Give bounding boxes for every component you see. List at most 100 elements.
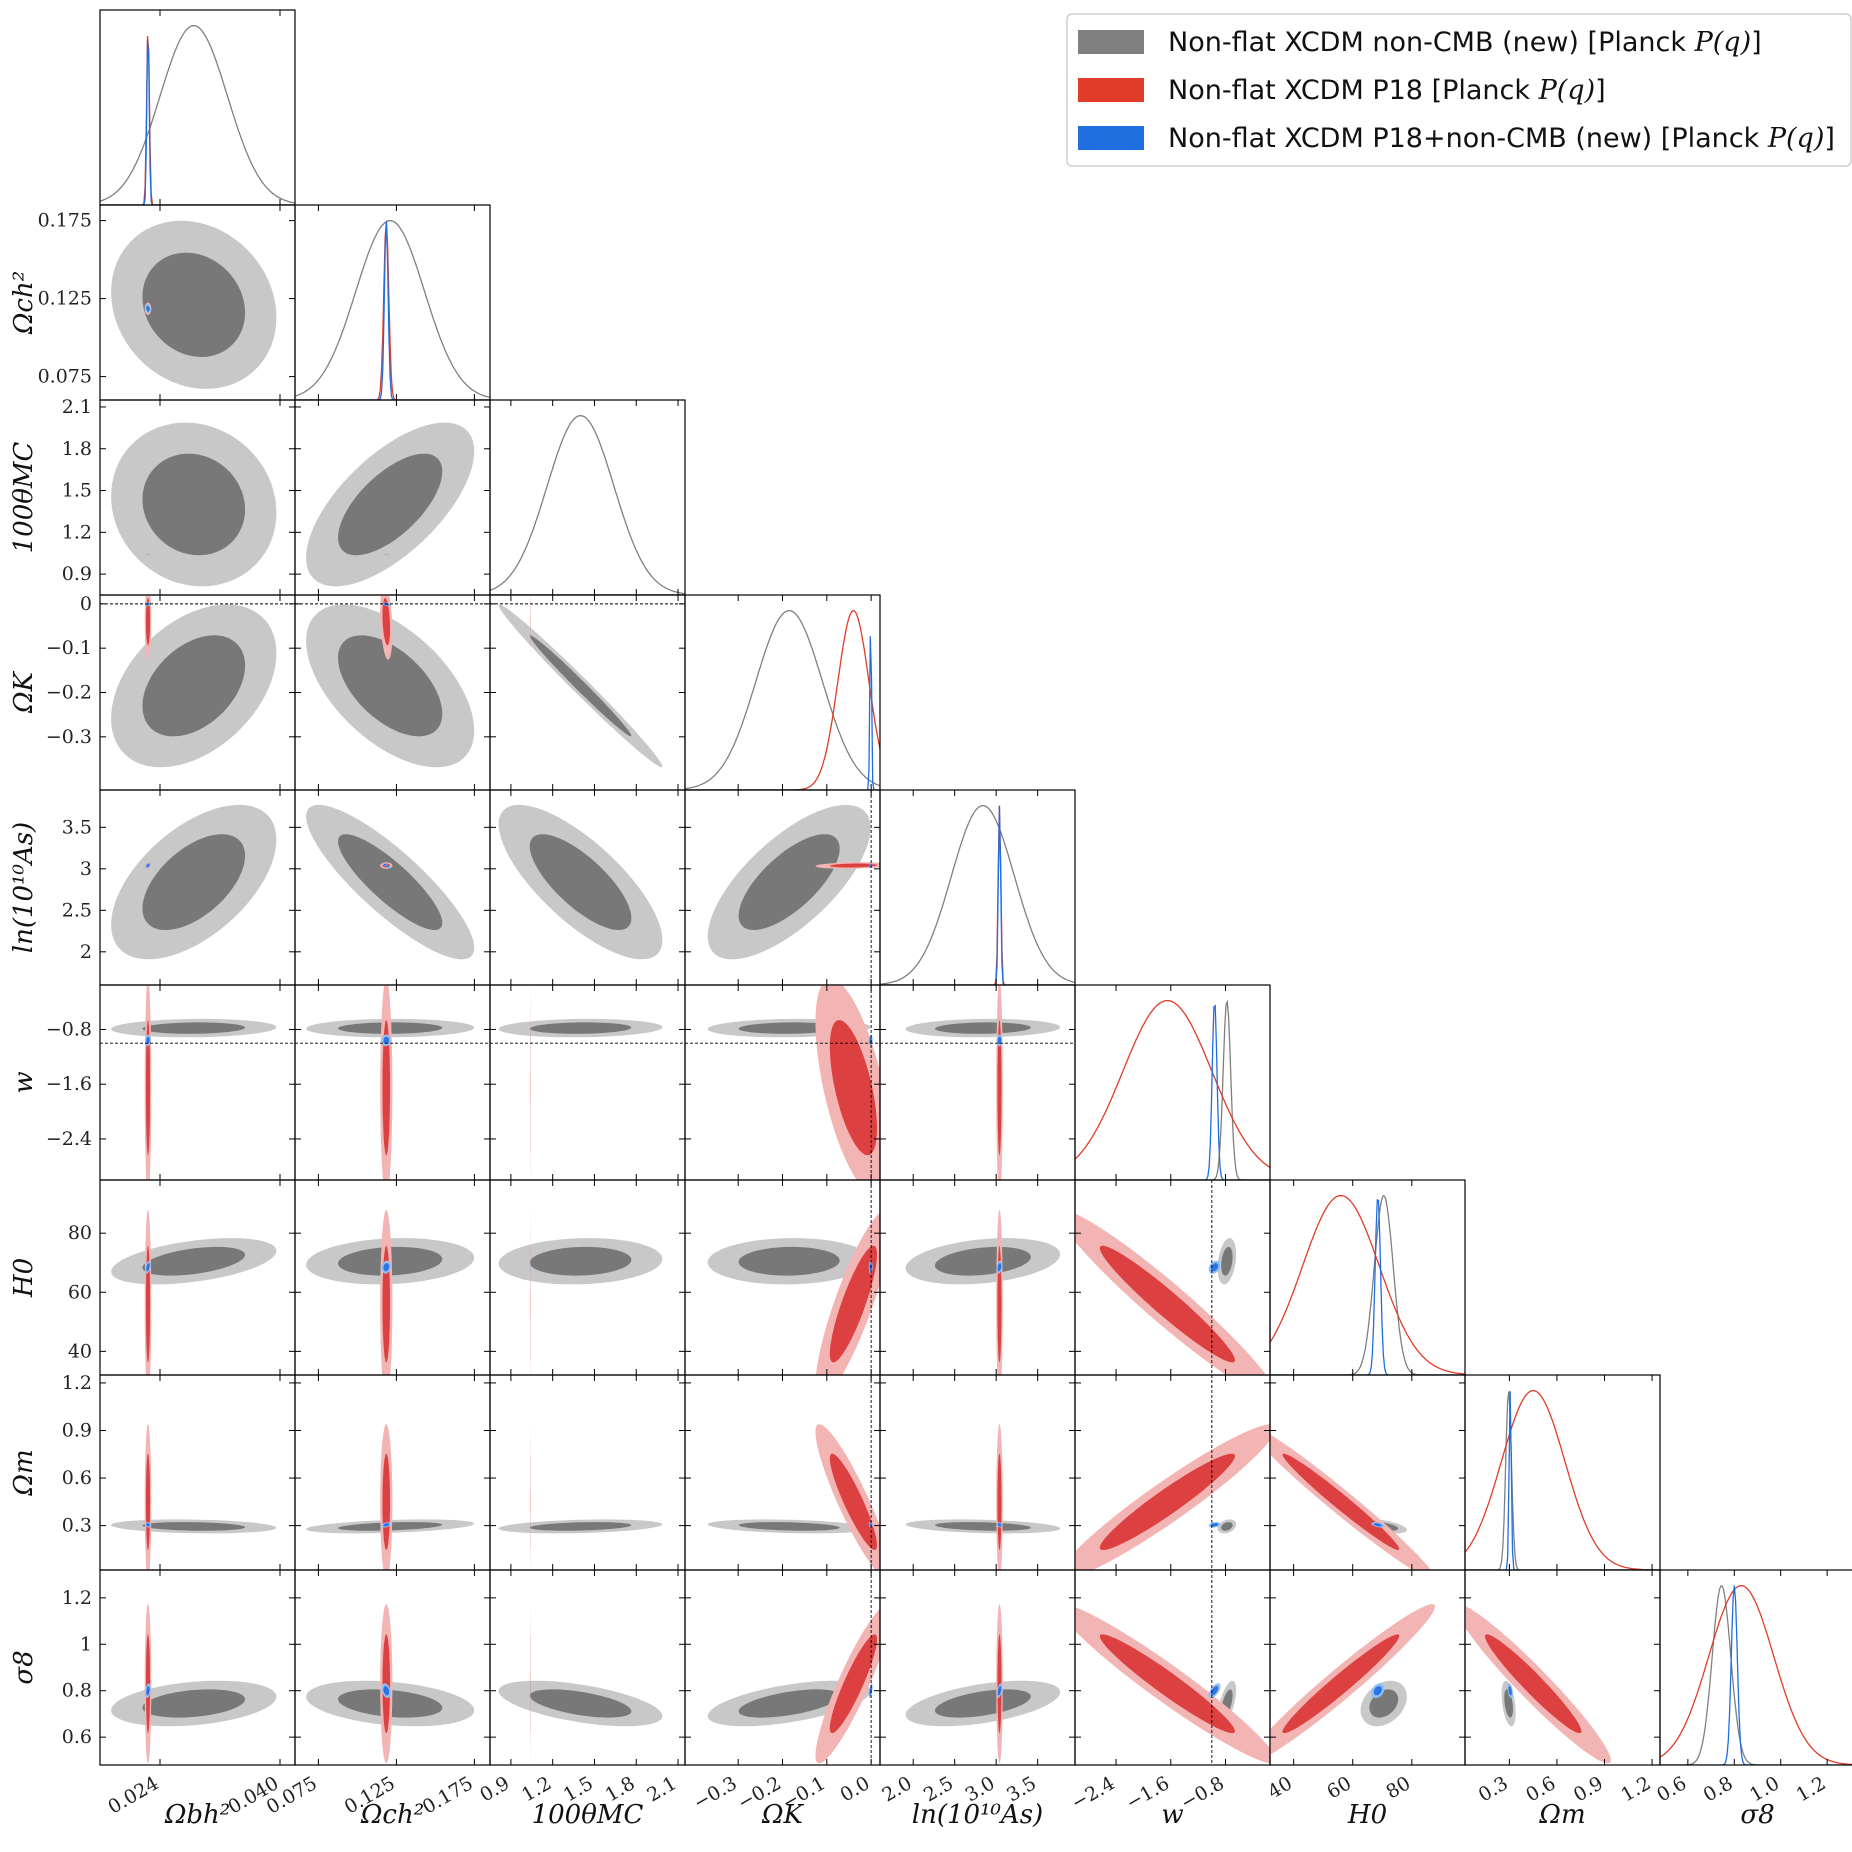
x-tick-label: −2.4: [1068, 1772, 1119, 1814]
marginal-non-cmb-w: [1075, 999, 1270, 1180]
panel-body: [685, 609, 880, 790]
contour-68-p18: [145, 598, 151, 646]
panel-om-vs-th: [489, 1374, 686, 1571]
contour-68-p18: [997, 1245, 1002, 1363]
contour-68-p18: [1099, 1634, 1235, 1734]
panel-body: [111, 1424, 277, 1570]
x-tick-label: 0.6: [1653, 1772, 1690, 1806]
panel-body: [498, 804, 663, 960]
contour-68-non-cmb: [142, 1522, 246, 1531]
panel-th-vs-oc: [294, 399, 491, 596]
panel-ob-vs-ob: [99, 9, 296, 206]
x-tick-label: 2.1: [643, 1772, 680, 1806]
contour-68-p18: [1099, 1453, 1235, 1550]
panel-body: [498, 1604, 663, 1764]
panel-body: [1660, 1584, 1852, 1765]
contour-68-p18-noncmb: [997, 1036, 1002, 1045]
marginal-p18-noncmb-as: [880, 805, 1075, 985]
panel-as-vs-ob: 2 2.5 3 3.5 ln(10¹⁰As): [9, 789, 296, 986]
panel-frame: [1074, 984, 1271, 1181]
panel-om-vs-h0: [1269, 1374, 1466, 1571]
panel-oc-vs-ob: 0.075 0.125 0.175 Ωch²: [9, 204, 296, 401]
panel-body: [498, 1210, 663, 1375]
contour-68-p18-noncmb: [146, 1263, 150, 1272]
contour-68-p18: [1282, 1634, 1400, 1734]
panel-om-vs-as: [879, 1374, 1076, 1571]
panel-ok-vs-ob: −0.3 −0.2 −0.1 0 ΩK: [9, 593, 296, 791]
y-tick-label: 2: [80, 941, 92, 963]
panel-h0-vs-oc: [294, 1179, 491, 1376]
contour-68-non-cmb: [935, 1689, 1031, 1718]
y-tick-label: 0.125: [38, 288, 92, 310]
marginal-p18-noncmb-h0: [1270, 1199, 1465, 1375]
panel-frame: [879, 984, 1076, 1181]
panel-h0-vs-th: [489, 1179, 686, 1376]
panel-body: [905, 1210, 1061, 1375]
panel-h0-vs-as: [879, 1179, 1076, 1376]
contour-68-p18-noncmb: [146, 305, 150, 312]
marginal-p18-noncmb-s8: [1660, 1585, 1852, 1765]
y-tick-label: 40: [68, 1340, 92, 1362]
panel-frame: [99, 1374, 296, 1571]
x-axis-label-ok: ΩK: [761, 1800, 805, 1830]
y-tick-label: 2.1: [62, 396, 92, 418]
panel-body: [111, 422, 277, 587]
x-tick-label: 0.024: [104, 1772, 162, 1818]
panel-body: [111, 1604, 277, 1764]
x-tick-label: 0.0: [836, 1772, 873, 1806]
marginal-non-cmb-om: [1465, 1391, 1660, 1570]
x-tick-label: 2.0: [879, 1772, 916, 1806]
marginal-p18-w: [1075, 999, 1270, 1169]
panel-s8-vs-w: −2.4 −1.6 −0.8w: [1068, 1569, 1271, 1830]
panel-body: [707, 1180, 880, 1375]
y-tick-label: 60: [68, 1281, 92, 1303]
panel-frame: [99, 1569, 296, 1766]
contour-68-p18-noncmb: [1210, 1523, 1219, 1527]
panel-frame: [489, 1569, 686, 1766]
contour-68-non-cmb: [142, 834, 246, 930]
contour-68-p18-noncmb: [1508, 1686, 1512, 1696]
contour-68-non-cmb: [935, 1522, 1031, 1531]
panel-frame: [489, 1374, 686, 1571]
panel-as-vs-th: [489, 789, 686, 986]
contour-68-p18-noncmb: [383, 1036, 390, 1045]
panel-h0-vs-ok: [684, 1179, 881, 1376]
contour-68-p18: [145, 1020, 151, 1156]
contour-68-p18: [382, 1245, 391, 1363]
panel-s8-vs-om: 0.3 0.6 0.9 1.2Ωm: [1464, 1569, 1661, 1830]
panel-body: [880, 985, 1075, 1180]
panel-ok-vs-ok: [684, 594, 881, 791]
y-tick-label: 0.9: [62, 1419, 92, 1441]
x-tick-label: 1.2: [1792, 1772, 1829, 1806]
y-tick-label: 0.6: [62, 1467, 92, 1489]
x-tick-label: 60: [1323, 1772, 1355, 1803]
contour-68-non-cmb: [529, 1022, 632, 1034]
contour-68-p18-noncmb: [997, 1523, 1002, 1527]
panel-th-vs-th: [489, 399, 686, 596]
marginal-p18-h0: [1270, 1194, 1465, 1375]
contour-68-p18-noncmb: [146, 863, 150, 868]
panel-body: [1075, 999, 1270, 1180]
contour-68-non-cmb: [142, 252, 246, 357]
panel-body: [498, 1424, 663, 1570]
contour-68-non-cmb: [142, 1246, 246, 1276]
y-tick-label: −1.6: [46, 1073, 92, 1095]
panel-frame: [1464, 1569, 1661, 1766]
contour-68-p18: [829, 1020, 877, 1156]
y-tick-label: 0: [80, 593, 92, 615]
panel-body: [306, 1604, 475, 1764]
panel-w-vs-ok: [684, 984, 881, 1181]
panel-om-vs-oc: [294, 1374, 491, 1571]
panel-as-vs-ok: [684, 789, 881, 986]
y-tick-label: 1.8: [62, 438, 92, 460]
x-tick-label: 40: [1264, 1772, 1296, 1803]
panel-w-vs-oc: [294, 984, 491, 1181]
y-tick-label: 0.8: [62, 1680, 92, 1702]
panel-w-vs-th: [489, 984, 686, 1181]
panel-body: [1270, 1194, 1465, 1375]
marginal-non-cmb-h0: [1270, 1194, 1465, 1375]
legend-label-p18-noncmb: Non-flat XCDM P18+non-CMB (new) [Planck …: [1168, 123, 1835, 154]
